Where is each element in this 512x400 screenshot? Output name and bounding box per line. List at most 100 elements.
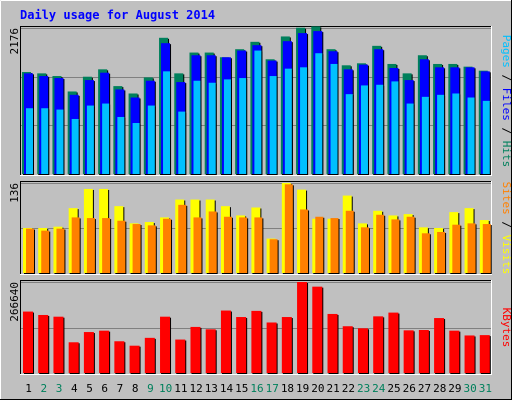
day-label: 9 — [147, 382, 154, 395]
pages-bar — [269, 76, 277, 174]
day-label: 31 — [479, 382, 492, 395]
kbytes-bar — [312, 286, 323, 373]
day-label: 13 — [205, 382, 218, 395]
y-side-label: Pages / Files / Hits — [500, 35, 512, 168]
sites-bar — [452, 224, 461, 273]
day-label: 2 — [41, 382, 48, 395]
kbytes-bar — [114, 341, 125, 373]
pages-bar — [239, 78, 247, 174]
sites-bar — [421, 233, 430, 273]
kbytes-bar — [144, 337, 155, 373]
pages-bar — [315, 53, 323, 175]
day-label: 27 — [418, 382, 431, 395]
pages-bar — [421, 96, 429, 174]
pages-bar — [86, 105, 94, 174]
sites-bar — [56, 228, 65, 273]
day-label: 6 — [101, 382, 108, 395]
y-side-separator: / — [500, 68, 512, 88]
sites-bar — [178, 204, 187, 273]
pages-bar — [71, 118, 79, 174]
pages-bar — [193, 80, 201, 174]
day-label: 29 — [448, 382, 461, 395]
sites-bar — [345, 210, 354, 273]
kbytes-bar — [129, 345, 140, 373]
pages-bar — [482, 100, 490, 174]
y-side-label-files: Files — [500, 88, 512, 121]
y-side-label-pages: Pages — [500, 35, 512, 68]
day-label: 5 — [86, 382, 93, 395]
pages-bar — [26, 108, 33, 174]
day-label: 3 — [56, 382, 63, 395]
pages-bar — [437, 94, 445, 174]
pages-bar — [41, 108, 49, 174]
sites-bar — [437, 231, 446, 273]
visits-sites-panel: 136 Sites / Visits — [8, 181, 512, 275]
kbytes-bar — [99, 330, 110, 373]
pages-bar — [284, 68, 292, 174]
day-label: 19 — [296, 382, 309, 395]
day-label: 30 — [464, 382, 477, 395]
kbytes-bar — [373, 316, 384, 373]
kbytes-bar — [449, 330, 460, 373]
day-label: 18 — [281, 382, 294, 395]
y-max-label: 266640 — [8, 282, 21, 322]
pages-bar — [345, 94, 353, 174]
sites-bar — [406, 216, 415, 273]
pages-bar — [300, 67, 308, 174]
pages-bar — [132, 123, 140, 174]
pages-bar — [376, 84, 384, 174]
day-label: 16 — [250, 382, 263, 395]
kbytes-bar — [23, 311, 33, 373]
day-label: 12 — [189, 382, 202, 395]
sites-bar — [147, 225, 156, 273]
sites-bar — [71, 217, 80, 273]
pages-bar — [330, 63, 338, 174]
kbytes-bar — [479, 335, 490, 373]
pages-bar — [147, 105, 155, 174]
sites-bar — [467, 223, 476, 273]
pages-bar — [406, 103, 414, 174]
kbytes-bar — [464, 335, 475, 373]
day-label: 11 — [174, 382, 187, 395]
day-label: 25 — [387, 382, 400, 395]
kbytes-bar — [388, 312, 399, 373]
kbytes-bar — [297, 282, 308, 373]
day-label: 28 — [433, 382, 446, 395]
sites-bar — [284, 184, 293, 273]
pages-bar — [178, 111, 186, 174]
y-side-label-sites: Sites — [500, 182, 512, 215]
kbytes-bar — [68, 342, 79, 373]
sites-bar — [117, 220, 126, 273]
hits-files-pages-panel: 2176 Pages / Files / Hits — [8, 26, 512, 176]
kbytes-bar — [342, 326, 353, 373]
kbytes-bar — [220, 310, 231, 373]
pages-bar — [254, 50, 262, 175]
sites-bar — [193, 217, 202, 273]
kbytes-bar — [236, 317, 247, 373]
day-label: 17 — [266, 382, 279, 395]
day-label: 23 — [357, 382, 370, 395]
pages-bar — [360, 85, 368, 174]
day-label: 14 — [220, 382, 234, 395]
sites-bar — [391, 219, 400, 273]
sites-bar — [376, 214, 385, 273]
kbytes-bar — [38, 314, 49, 373]
sites-bar — [482, 224, 491, 273]
kbytes-bar — [251, 310, 262, 373]
sites-bar — [208, 211, 217, 273]
day-label: 24 — [372, 382, 386, 395]
pages-bar — [452, 93, 460, 174]
y-side-label-kbytes: KBytes — [500, 308, 512, 348]
sites-bar — [269, 239, 278, 273]
kbytes-bar — [327, 313, 338, 373]
sites-bar — [300, 209, 309, 273]
kbytes-bar — [205, 329, 216, 373]
day-label: 10 — [159, 382, 172, 395]
y-side-separator: / — [500, 121, 512, 141]
pages-bar — [56, 109, 64, 174]
day-label: 15 — [235, 382, 248, 395]
chart-title: Daily usage for August 2014 — [20, 8, 215, 22]
sites-bar — [315, 216, 324, 273]
y-side-label-hits: Hits — [500, 141, 512, 168]
